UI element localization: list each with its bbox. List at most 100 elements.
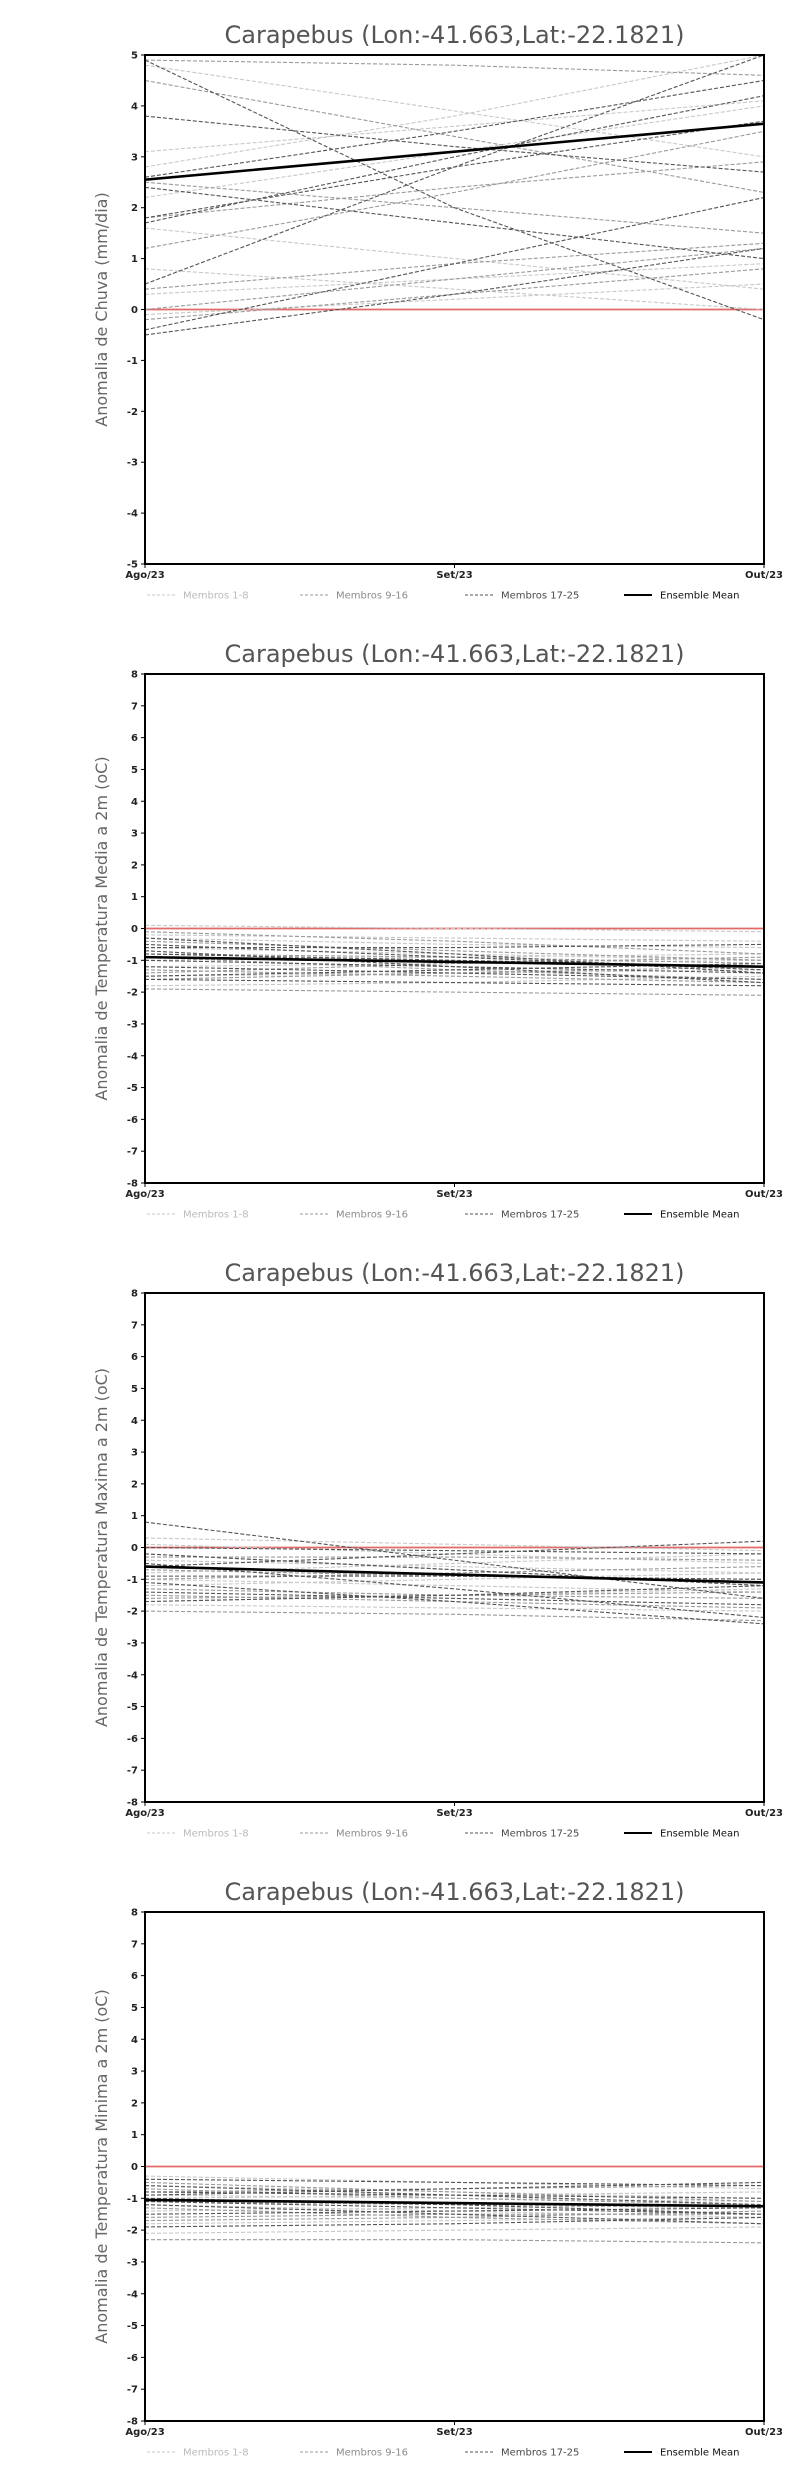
y-tick-label: 3 [131, 829, 138, 840]
member-line-3-3 [145, 1581, 764, 1625]
legend-label: Membros 9-16 [336, 1210, 408, 1221]
plot-area [145, 1521, 764, 1625]
y-tick-label: -3 [127, 2257, 138, 2268]
y-tick-label: -6 [127, 2353, 138, 2364]
legend-label: Membros 17-25 [501, 1829, 579, 1840]
member-line-3-7 [145, 2216, 764, 2228]
y-tick-label: -3 [127, 1638, 138, 1649]
member-line-2-5 [145, 931, 764, 955]
y-tick-label: 5 [131, 51, 138, 62]
chart-panel-3: Carapebus (Lon:-41.663,Lat:-22.1821) Anom… [92, 1259, 783, 1840]
member-line-3-2 [145, 1562, 764, 1619]
y-tick-label: -1 [127, 956, 138, 967]
y-tick-label: -8 [127, 1798, 138, 1809]
legend-label: Membros 17-25 [501, 2448, 579, 2459]
y-tick-label: -5 [127, 560, 138, 571]
member-line-3-6 [145, 115, 764, 173]
member-line-1-4 [145, 2216, 764, 2225]
member-line-3-5 [145, 937, 764, 974]
legend-label: Membros 9-16 [336, 591, 408, 602]
x-tick-label: Set/23 [436, 1189, 472, 1200]
y-tick-label: -4 [127, 2289, 138, 2300]
y-tick-label: -7 [127, 1147, 138, 1158]
member-line-1-1 [145, 924, 764, 933]
y-tick-label: -4 [127, 1051, 138, 1062]
member-line-3-5 [145, 2204, 764, 2225]
member-line-3-8 [145, 978, 764, 987]
y-tick-label: 0 [131, 924, 138, 935]
plot-frame [144, 673, 765, 1184]
y-tick-label: 0 [131, 1543, 138, 1554]
y-tick-label: -5 [127, 1083, 138, 1094]
member-line-1-7 [145, 64, 764, 158]
member-line-2-6 [145, 268, 764, 321]
member-line-2-1 [145, 2181, 764, 2203]
member-line-2-8 [145, 247, 764, 311]
member-line-2-2 [145, 969, 764, 984]
y-tick-label: 4 [131, 797, 138, 808]
y-tick-label: 8 [131, 1908, 138, 1919]
y-tick-label: 6 [131, 733, 138, 744]
y-tick-label: 3 [131, 1448, 138, 1459]
y-tick-label: 7 [131, 701, 138, 712]
legend-label: Membros 1-8 [183, 1829, 249, 1840]
member-line-3-3 [145, 247, 764, 336]
y-tick-label: -6 [127, 1115, 138, 1126]
y-tick-label: -2 [127, 988, 138, 999]
plot-frame [144, 1292, 765, 1803]
member-line-2-5 [145, 130, 764, 249]
y-tick-label: -1 [127, 2194, 138, 2205]
member-line-2-4 [145, 988, 764, 996]
member-line-3-7 [145, 953, 764, 968]
member-line-1-6 [145, 1604, 764, 1612]
x-tick-label: Set/23 [436, 570, 472, 581]
y-axis-label: Anomalia de Chuva (mm/dia) [92, 192, 111, 426]
legend-label: Membros 17-25 [501, 1210, 579, 1221]
x-tick-label: Out/23 [745, 1808, 783, 1819]
y-tick-label: -4 [127, 1670, 138, 1681]
y-tick-label: 4 [131, 1416, 138, 1427]
member-line-1-6 [145, 227, 764, 290]
legend-label: Ensemble Mean [660, 2448, 739, 2459]
member-line-2-1 [145, 161, 764, 219]
chart-panel-4: Carapebus (Lon:-41.663,Lat:-22.1821) Anom… [92, 1878, 783, 2459]
y-tick-label: 5 [131, 2003, 138, 2014]
member-line-3-8 [145, 186, 764, 260]
legend-label: Ensemble Mean [660, 591, 739, 602]
member-line-3-3 [145, 2207, 764, 2215]
ensemble-mean-line [145, 1565, 764, 1584]
y-axis-label: Anomalia de Temperatura Maxima a 2m (oC) [92, 1368, 111, 1727]
y-tick-label: -7 [127, 2385, 138, 2396]
y-tick-label: 0 [131, 305, 138, 316]
y-tick-label: 2 [131, 1479, 138, 1490]
y-tick-label: -7 [127, 1766, 138, 1777]
y-tick-label: 4 [131, 2035, 138, 2046]
member-line-2-5 [145, 1556, 764, 1561]
legend-label: Membros 9-16 [336, 1829, 408, 1840]
y-tick-label: -3 [127, 458, 138, 469]
legend-label: Membros 1-8 [183, 1210, 249, 1221]
legend-label: Membros 17-25 [501, 591, 579, 602]
member-line-3-9 [145, 2181, 764, 2196]
ensemble-mean-line [145, 122, 764, 181]
x-tick-label: Out/23 [745, 570, 783, 581]
member-line-3-8 [145, 1591, 764, 1606]
y-tick-label: 2 [131, 203, 138, 214]
plot-area [145, 55, 764, 336]
member-line-2-4 [145, 2239, 764, 2244]
x-tick-label: Ago/23 [125, 570, 164, 581]
chart-title: Carapebus (Lon:-41.663,Lat:-22.1821) [224, 1878, 684, 1906]
member-line-3-4 [145, 1540, 764, 1568]
y-tick-label: 8 [131, 670, 138, 681]
y-tick-label: -5 [127, 2321, 138, 2332]
plot-frame [144, 1911, 765, 2422]
member-line-3-4 [145, 962, 764, 977]
y-tick-label: 6 [131, 1971, 138, 1982]
chart-title: Carapebus (Lon:-41.663,Lat:-22.1821) [224, 21, 684, 49]
member-line-1-2 [145, 937, 764, 949]
y-tick-label: 0 [131, 2162, 138, 2173]
member-line-2-8 [145, 956, 764, 974]
y-tick-label: -2 [127, 407, 138, 418]
y-tick-label: -1 [127, 356, 138, 367]
member-line-3-9 [145, 943, 764, 949]
